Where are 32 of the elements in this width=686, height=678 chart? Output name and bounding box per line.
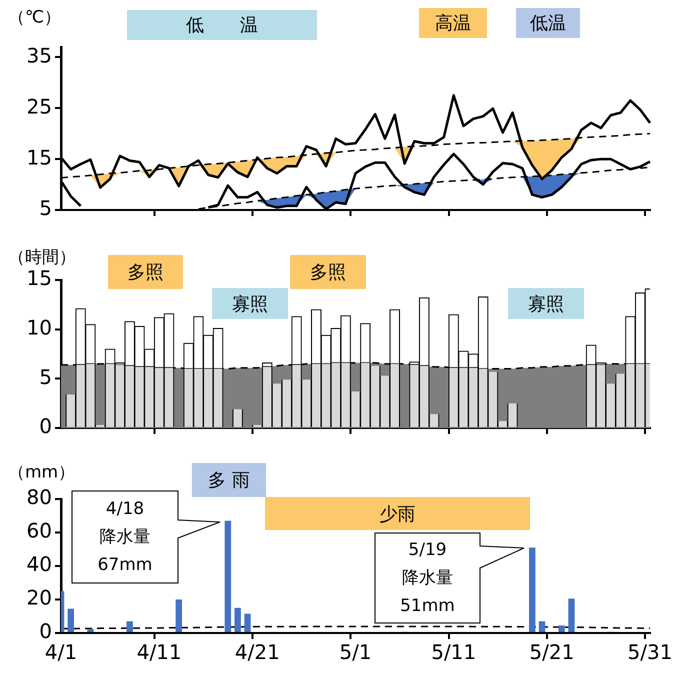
- y-tick-label: 20: [26, 586, 52, 610]
- x-tick-label: 5/1: [339, 640, 372, 664]
- y-tick-label: 5: [39, 364, 52, 389]
- label-box: 低温: [516, 8, 580, 38]
- y-tick-label: 80: [26, 485, 52, 510]
- label-box: 高温: [419, 8, 487, 38]
- y-tick-label: 25: [26, 94, 52, 118]
- y-axis-title: （mm）: [8, 462, 76, 482]
- y-tick-label: 5: [39, 196, 52, 220]
- x-tick-label: 4/11: [136, 640, 182, 664]
- y-tick-label: 10: [26, 316, 52, 340]
- label-box: 多照: [290, 255, 366, 289]
- y-tick-label: 15: [26, 266, 52, 290]
- y-axis-title: （時間）: [8, 247, 76, 268]
- y-tick-label: 60: [26, 518, 52, 543]
- y-axis-title: （℃）: [8, 7, 62, 28]
- label-box: 少雨: [265, 497, 530, 530]
- x-tick-label: 5/21: [529, 640, 574, 664]
- label-box: 寡照: [212, 288, 288, 319]
- y-tick-label: 0: [39, 414, 52, 438]
- label-box: 多照: [108, 255, 183, 289]
- y-tick-label: 40: [26, 552, 52, 576]
- x-tick-label: 5/11: [431, 640, 476, 664]
- annotation: 4/18 降水量 67mm: [98, 498, 152, 577]
- label-box: 寡照: [508, 288, 584, 319]
- y-tick-label: 35: [26, 43, 52, 68]
- label-box: 多 雨: [192, 463, 266, 497]
- y-tick-label: 15: [26, 145, 52, 170]
- annotation: 5/19 降水量 51mm: [400, 539, 455, 618]
- label-box: 低 温: [127, 10, 317, 40]
- x-tick-label: 4/21: [234, 640, 280, 664]
- x-tick-label: 5/31: [628, 640, 672, 664]
